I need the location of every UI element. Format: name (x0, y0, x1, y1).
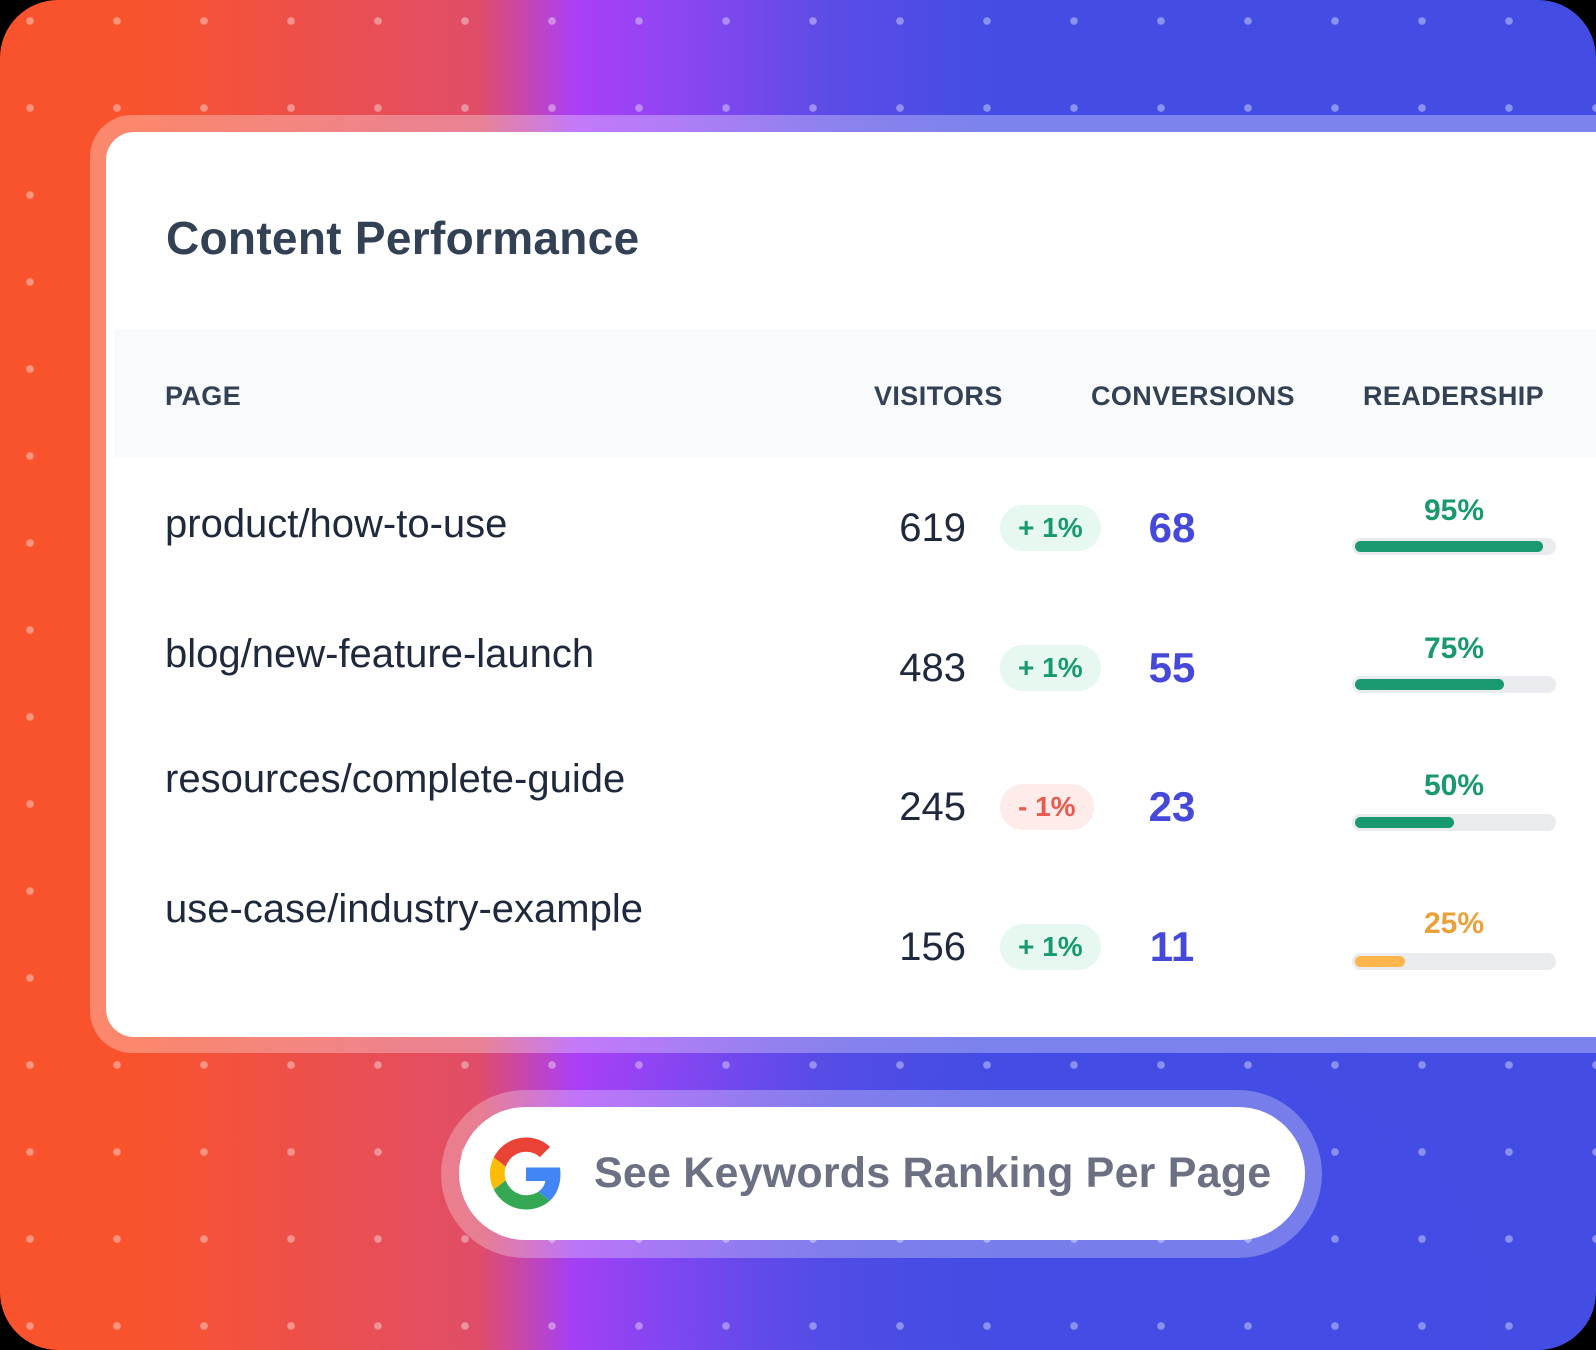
page-path[interactable]: resources/complete-guide (165, 757, 626, 801)
visitors-count: 156 (899, 925, 966, 969)
page-path[interactable]: use-case/industry-example (165, 887, 643, 931)
table-row[interactable]: blog/new-feature-launch 483 + 1% 55 75% (106, 612, 1596, 752)
readership-percent: 75% (1423, 632, 1485, 665)
readership-progress-bar (1352, 538, 1556, 555)
table-row[interactable]: product/how-to-use 619 + 1% 68 95% (106, 472, 1596, 612)
card-title: Content Performance (166, 212, 640, 264)
conversions-count: 55 (1148, 644, 1196, 691)
conversions-count: 23 (1148, 783, 1196, 830)
change-badge: + 1% (1000, 645, 1101, 691)
column-header-page[interactable]: PAGE (165, 381, 242, 411)
readership-progress-bar (1352, 814, 1556, 831)
readership-progress-fill (1355, 541, 1543, 552)
change-badge: + 1% (1000, 505, 1101, 551)
column-header-visitors[interactable]: VISITORS (874, 381, 1003, 411)
readership-progress-fill (1355, 679, 1504, 690)
readership-progress-bar (1352, 676, 1556, 693)
conversions-count: 68 (1148, 504, 1196, 551)
page-path[interactable]: blog/new-feature-launch (165, 632, 595, 676)
change-badge: - 1% (1000, 784, 1094, 830)
see-keywords-ranking-button[interactable]: See Keywords Ranking Per Page (459, 1107, 1305, 1240)
visitors-count: 245 (899, 785, 966, 829)
table-row[interactable]: resources/complete-guide 245 - 1% 23 50% (106, 751, 1596, 891)
readership-progress-fill (1355, 817, 1454, 828)
readership-progress-fill (1355, 956, 1405, 967)
readership-percent: 25% (1423, 907, 1485, 940)
table-row[interactable]: use-case/industry-example 156 + 1% 11 25… (106, 887, 1596, 1031)
readership-progress-bar (1352, 953, 1556, 970)
change-badge: + 1% (1000, 924, 1101, 970)
content-performance-card: Content Performance PAGE VISITORS CONVER… (106, 132, 1596, 1037)
visitors-count: 483 (899, 646, 966, 690)
visitors-count: 619 (899, 506, 966, 550)
conversions-count: 11 (1149, 923, 1195, 970)
page-path[interactable]: product/how-to-use (165, 502, 508, 546)
google-g-icon (490, 1137, 561, 1210)
readership-percent: 95% (1423, 494, 1485, 527)
table-header: PAGE VISITORS CONVERSIONS READERSHIP (114, 329, 1596, 457)
column-header-readership[interactable]: READERSHIP (1363, 381, 1545, 411)
cta-label: See Keywords Ranking Per Page (594, 1149, 1272, 1197)
column-header-conversions[interactable]: CONVERSIONS (1091, 381, 1295, 411)
readership-percent: 50% (1423, 769, 1485, 802)
